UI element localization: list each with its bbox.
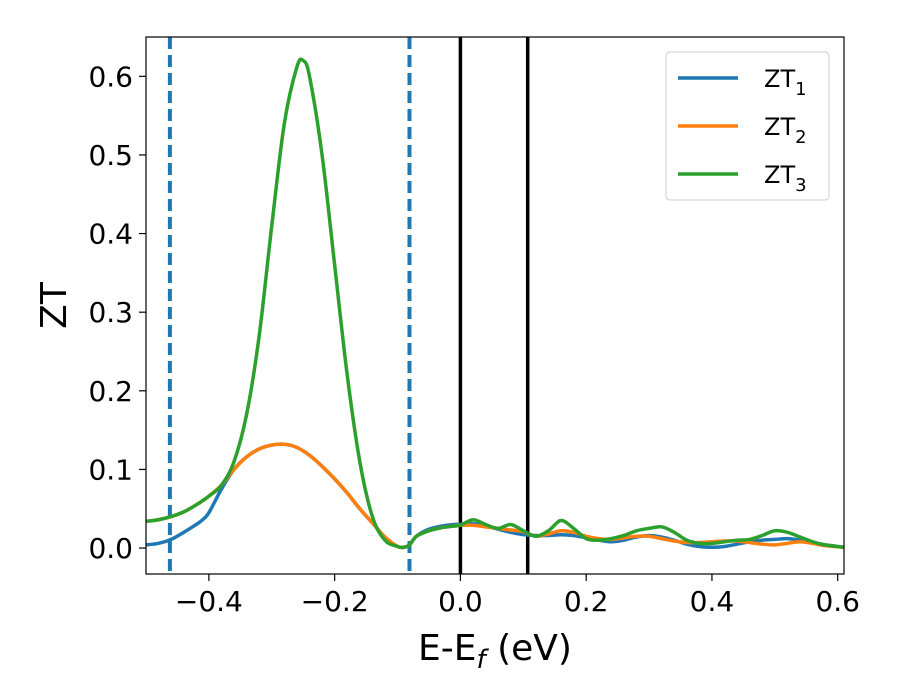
legend-label-zt1: ZT1 — [764, 65, 807, 100]
x-axis-label: E-Ef (eV) — [418, 628, 572, 675]
y-tick-label: 0.3 — [88, 296, 133, 329]
x-axis-ticks: −0.4 −0.2 0.0 0.2 0.4 0.6 — [175, 574, 860, 618]
x-tick-label: −0.2 — [301, 585, 369, 618]
legend: ZT1 ZT2 ZT3 — [665, 51, 830, 201]
x-tick-label: 0.0 — [438, 585, 483, 618]
series-line-zt2 — [146, 442, 844, 550]
y-tick-label: 0.1 — [88, 453, 133, 486]
reference-lines — [167, 37, 530, 574]
x-axis-label-unit: (eV) — [486, 628, 572, 669]
y-tick-label: 0.4 — [88, 218, 133, 251]
y-tick-label: 0.0 — [88, 532, 133, 565]
y-axis-label: ZT — [34, 281, 75, 329]
y-axis-ticks: 0.0 0.1 0.2 0.3 0.4 0.5 0.6 — [88, 60, 146, 565]
y-tick-label: 0.2 — [88, 375, 133, 408]
x-tick-label: 0.4 — [690, 585, 735, 618]
x-axis-label-main: E-E — [418, 628, 476, 669]
series-line-zt1 — [146, 442, 844, 550]
x-tick-label: 0.2 — [564, 585, 609, 618]
legend-label-zt2: ZT2 — [764, 113, 807, 148]
legend-box — [665, 51, 830, 201]
x-tick-label: −0.4 — [175, 585, 243, 618]
legend-label-zt3: ZT3 — [764, 161, 807, 196]
x-tick-label: 0.6 — [815, 585, 860, 618]
series-lines — [146, 57, 844, 550]
y-tick-label: 0.6 — [88, 60, 133, 93]
y-tick-label: 0.5 — [88, 139, 133, 172]
axes-frame — [145, 36, 845, 575]
series-line-zt3 — [146, 57, 844, 550]
